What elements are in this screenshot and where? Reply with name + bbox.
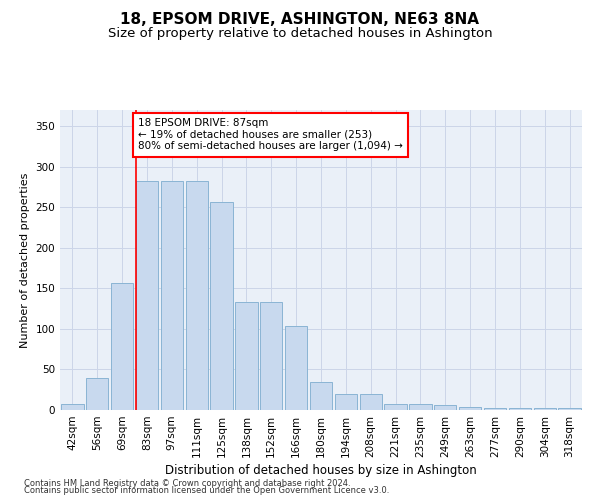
Text: Size of property relative to detached houses in Ashington: Size of property relative to detached ho… [107,28,493,40]
Bar [161,180,183,410]
Bar [285,326,307,410]
Bar [111,282,133,410]
Bar [434,405,457,410]
Bar [385,404,407,410]
Bar [86,378,109,410]
Bar [260,302,283,410]
Bar [509,408,531,410]
Text: Contains public sector information licensed under the Open Government Licence v3: Contains public sector information licen… [24,486,389,495]
Text: 18 EPSOM DRIVE: 87sqm
← 19% of detached houses are smaller (253)
80% of semi-det: 18 EPSOM DRIVE: 87sqm ← 19% of detached … [139,118,403,152]
Bar [211,202,233,410]
Bar [136,180,158,410]
Bar [185,180,208,410]
Bar [359,394,382,410]
Bar [235,302,257,410]
Bar [484,408,506,410]
Bar [533,408,556,410]
Text: 18, EPSOM DRIVE, ASHINGTON, NE63 8NA: 18, EPSOM DRIVE, ASHINGTON, NE63 8NA [121,12,479,28]
Bar [409,404,431,410]
Bar [459,407,481,410]
Y-axis label: Number of detached properties: Number of detached properties [20,172,30,348]
Bar [310,382,332,410]
X-axis label: Distribution of detached houses by size in Ashington: Distribution of detached houses by size … [165,464,477,477]
Bar [335,394,357,410]
Bar [559,408,581,410]
Bar [61,404,83,410]
Text: Contains HM Land Registry data © Crown copyright and database right 2024.: Contains HM Land Registry data © Crown c… [24,478,350,488]
